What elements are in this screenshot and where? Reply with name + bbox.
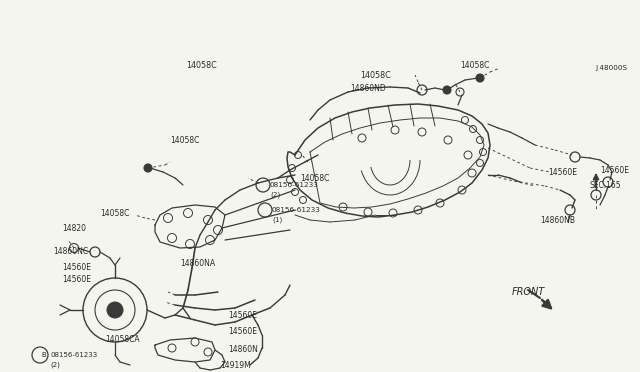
Text: 14860NA: 14860NA [180,260,215,269]
Circle shape [476,74,484,82]
Text: 14058C: 14058C [360,71,391,80]
Text: 14560E: 14560E [600,166,629,174]
Text: (1): (1) [272,217,282,223]
Text: FRONT: FRONT [512,287,545,297]
Text: 14058C: 14058C [460,61,490,70]
Text: 14860ND: 14860ND [350,83,386,93]
Text: 14860NB: 14860NB [540,215,575,224]
Text: 14560E: 14560E [228,311,257,320]
Circle shape [107,302,123,318]
Text: 14560E: 14560E [62,263,91,273]
Text: 08156-61233: 08156-61233 [50,352,97,358]
Text: 08156-61233: 08156-61233 [270,182,319,188]
Text: 14919M: 14919M [220,360,251,369]
Text: 14058C: 14058C [186,61,217,70]
Text: 14058C: 14058C [300,173,330,183]
Text: 14820: 14820 [62,224,86,232]
Circle shape [144,164,152,172]
Text: 14058CA: 14058CA [105,336,140,344]
Text: SEC.165: SEC.165 [590,180,621,189]
Text: J 48000S: J 48000S [595,65,627,71]
Text: 14058C: 14058C [170,135,200,144]
Text: 14560E: 14560E [548,167,577,176]
Text: 08156-61233: 08156-61233 [272,207,321,213]
Text: 14560E: 14560E [62,276,91,285]
Text: 14560E: 14560E [228,327,257,337]
Text: (2): (2) [50,362,60,368]
Circle shape [443,86,451,94]
Text: 14058C: 14058C [100,208,129,218]
Text: 14860N: 14860N [228,346,258,355]
Text: (2): (2) [270,192,280,198]
Text: 14860NC: 14860NC [53,247,88,257]
Text: B: B [42,352,46,358]
